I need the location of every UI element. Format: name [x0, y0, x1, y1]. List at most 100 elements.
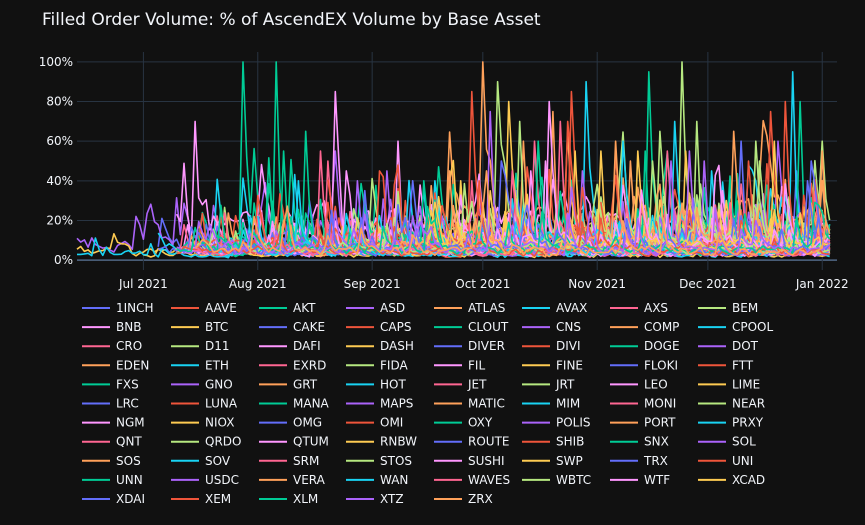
- legend-label: HOT: [380, 377, 406, 391]
- legend-item[interactable]: LEO: [610, 377, 668, 391]
- legend-item[interactable]: D11: [171, 339, 230, 353]
- legend-item[interactable]: OXY: [434, 416, 493, 430]
- legend-item[interactable]: UNI: [698, 454, 753, 468]
- legend-item[interactable]: SUSHI: [434, 454, 505, 468]
- legend-item[interactable]: XLM: [259, 492, 318, 506]
- legend-item[interactable]: MATIC: [434, 397, 505, 411]
- legend-item[interactable]: ZRX: [434, 492, 493, 506]
- legend-item[interactable]: WBTC: [522, 473, 591, 487]
- legend-item[interactable]: FINE: [522, 358, 583, 372]
- legend-item[interactable]: UNN: [82, 473, 143, 487]
- legend-item[interactable]: ATLAS: [434, 301, 505, 315]
- legend-item[interactable]: FIL: [434, 358, 485, 372]
- legend-item[interactable]: QTUM: [259, 435, 329, 449]
- legend-item[interactable]: SOV: [171, 454, 231, 468]
- legend-item[interactable]: PORT: [610, 416, 676, 430]
- legend-item[interactable]: ETH: [171, 358, 229, 372]
- legend-item[interactable]: SWP: [522, 454, 583, 468]
- legend-item[interactable]: MONI: [610, 397, 676, 411]
- series-line-xlm[interactable]: [176, 150, 831, 256]
- legend-item[interactable]: 1INCH: [82, 301, 154, 315]
- x-tick-label: Oct 2021: [455, 277, 510, 291]
- legend-item[interactable]: WTF: [610, 473, 670, 487]
- legend-item[interactable]: QNT: [82, 435, 142, 449]
- legend-item[interactable]: AAVE: [171, 301, 237, 315]
- legend-item[interactable]: CLOUT: [434, 320, 509, 334]
- legend-item[interactable]: CAKE: [259, 320, 325, 334]
- legend-item[interactable]: CRO: [82, 339, 142, 353]
- legend-item[interactable]: XEM: [171, 492, 231, 506]
- x-tick-label: Aug 2021: [229, 277, 287, 291]
- legend-item[interactable]: DOT: [698, 339, 759, 353]
- series-line-xtz[interactable]: [194, 160, 831, 257]
- legend-item[interactable]: LUNA: [171, 397, 238, 411]
- legend-item[interactable]: XCAD: [698, 473, 765, 487]
- legend-item[interactable]: AXS: [610, 301, 668, 315]
- legend-item[interactable]: SNX: [610, 435, 669, 449]
- legend-item[interactable]: DASH: [346, 339, 414, 353]
- legend-item[interactable]: MAPS: [346, 397, 413, 411]
- series-line-atlas[interactable]: [423, 61, 831, 240]
- legend-item[interactable]: DIVER: [434, 339, 505, 353]
- legend-item[interactable]: BTC: [171, 320, 228, 334]
- legend-item[interactable]: PRXY: [698, 416, 764, 430]
- legend-item[interactable]: FTT: [698, 358, 754, 372]
- legend-item[interactable]: SOL: [698, 435, 756, 449]
- legend-item[interactable]: RNBW: [346, 435, 417, 449]
- legend-item[interactable]: OMG: [259, 416, 322, 430]
- legend-item[interactable]: DAFI: [259, 339, 321, 353]
- legend-item[interactable]: STOS: [346, 454, 412, 468]
- legend-label: QRDO: [205, 435, 241, 449]
- legend-item[interactable]: AVAX: [522, 301, 587, 315]
- legend-item[interactable]: GNO: [171, 377, 233, 391]
- legend-item[interactable]: BEM: [698, 301, 758, 315]
- legend-item[interactable]: MANA: [259, 397, 330, 411]
- legend-item[interactable]: SRM: [259, 454, 319, 468]
- legend-item[interactable]: JET: [434, 377, 487, 391]
- legend-item[interactable]: JRT: [522, 377, 575, 391]
- legend-item[interactable]: NGM: [82, 416, 145, 430]
- legend-item[interactable]: FXS: [82, 377, 139, 391]
- legend-item[interactable]: DIVI: [522, 339, 581, 353]
- legend-item[interactable]: FLOKI: [610, 358, 678, 372]
- legend-item[interactable]: VERA: [259, 473, 326, 487]
- legend-item[interactable]: XTZ: [346, 492, 404, 506]
- legend-item[interactable]: POLIS: [522, 416, 591, 430]
- legend-label: XTZ: [380, 492, 404, 506]
- legend-label: VERA: [293, 473, 326, 487]
- legend-item[interactable]: CPOOL: [698, 320, 774, 334]
- legend-item[interactable]: FIDA: [346, 358, 408, 372]
- legend-item[interactable]: SOS: [82, 454, 141, 468]
- legend-item[interactable]: COMP: [610, 320, 679, 334]
- legend-item[interactable]: EDEN: [82, 358, 149, 372]
- legend-item[interactable]: TRX: [610, 454, 668, 468]
- legend-item[interactable]: WAVES: [434, 473, 510, 487]
- legend-item[interactable]: NIOX: [171, 416, 234, 430]
- legend-item[interactable]: QRDO: [171, 435, 241, 449]
- legend-item[interactable]: GRT: [259, 377, 318, 391]
- legend-item[interactable]: CAPS: [346, 320, 411, 334]
- legend-item[interactable]: ROUTE: [434, 435, 509, 449]
- legend-item[interactable]: CNS: [522, 320, 581, 334]
- legend-item[interactable]: LRC: [82, 397, 139, 411]
- legend-item[interactable]: EXRD: [259, 358, 326, 372]
- legend-item[interactable]: DOGE: [610, 339, 680, 353]
- legend-item[interactable]: SHIB: [522, 435, 584, 449]
- legend-item[interactable]: NEAR: [698, 397, 765, 411]
- series-line-zrx[interactable]: [194, 170, 831, 258]
- legend-item[interactable]: XDAI: [82, 492, 145, 506]
- legend-item[interactable]: MIM: [522, 397, 580, 411]
- legend-item[interactable]: HOT: [346, 377, 406, 391]
- legend-item[interactable]: LIME: [698, 377, 760, 391]
- legend-item[interactable]: WAN: [346, 473, 408, 487]
- legend-label: FLOKI: [644, 358, 678, 372]
- legend-item[interactable]: OMI: [346, 416, 403, 430]
- legend-label: XDAI: [116, 492, 145, 506]
- legend-label: DASH: [380, 339, 414, 353]
- legend-label: BTC: [205, 320, 228, 334]
- legend-item[interactable]: AKT: [259, 301, 316, 315]
- legend-item[interactable]: USDC: [171, 473, 239, 487]
- legend-item[interactable]: ASD: [346, 301, 405, 315]
- legend-item[interactable]: BNB: [82, 320, 141, 334]
